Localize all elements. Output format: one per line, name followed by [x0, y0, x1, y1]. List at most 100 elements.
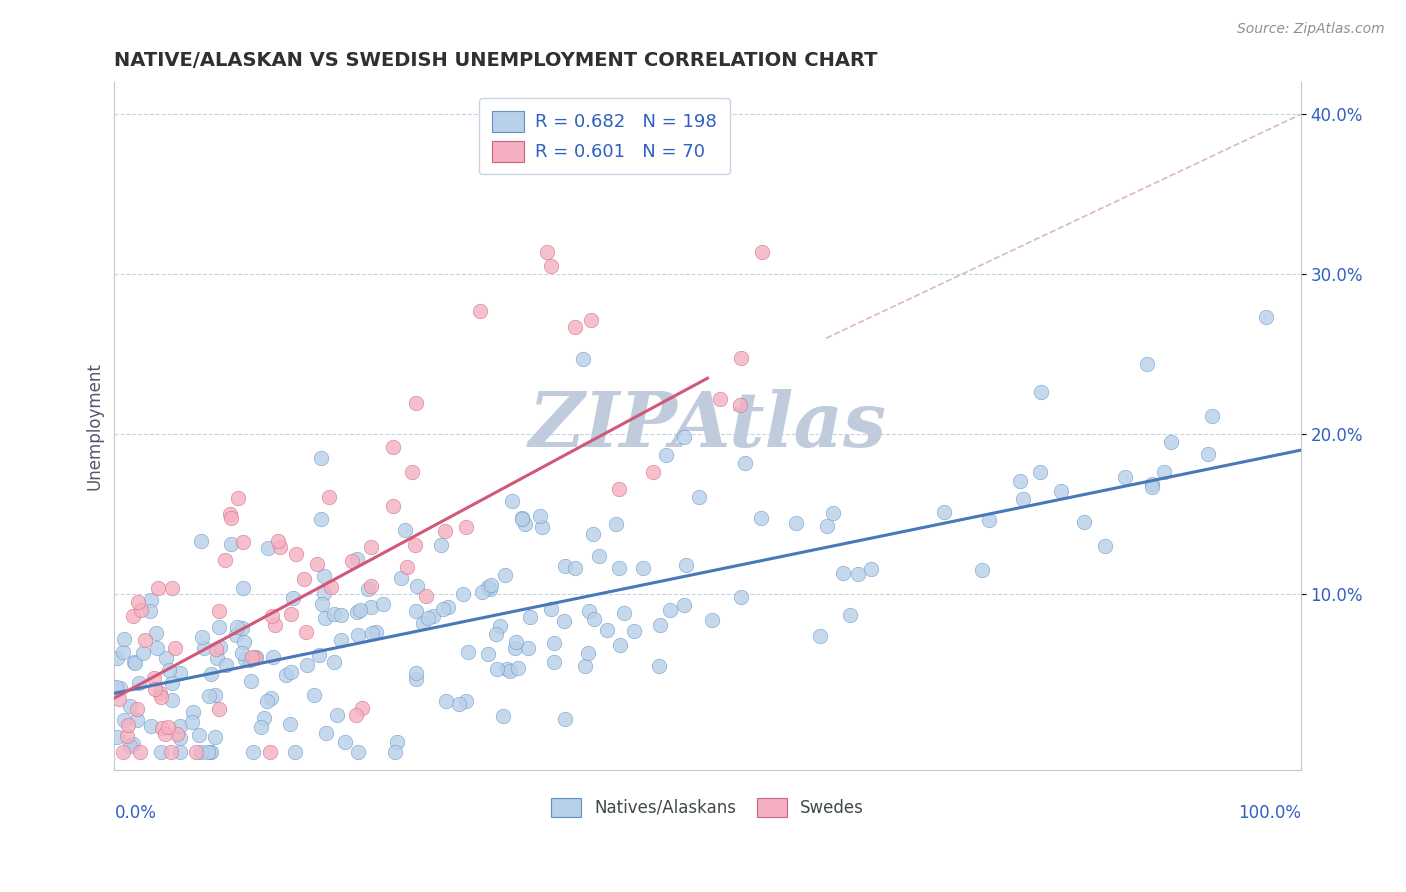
Point [564, 561, 586, 575]
Point [415, 589, 437, 603]
Point [479, 582, 502, 596]
Point [231, 622, 253, 636]
Point [529, 508, 551, 523]
Point [389, 571, 412, 585]
Point [588, 549, 610, 563]
Point [360, 540, 382, 554]
Point [839, 607, 862, 622]
Point [489, 619, 512, 633]
Point [553, 614, 575, 628]
Point [1031, 384, 1053, 399]
Point [280, 607, 302, 622]
Point [260, 608, 283, 623]
Point [437, 599, 460, 614]
Text: Source: ZipAtlas.com: Source: ZipAtlas.com [1237, 22, 1385, 37]
Point [1201, 409, 1223, 423]
Text: 100.0%: 100.0% [1237, 805, 1301, 822]
Point [422, 609, 444, 624]
Point [344, 708, 367, 723]
Point [267, 533, 290, 548]
Point [405, 604, 427, 618]
Point [574, 659, 596, 673]
Point [456, 693, 478, 707]
Point [197, 689, 219, 703]
Point [148, 581, 170, 595]
Point [385, 735, 408, 749]
Point [186, 746, 208, 760]
Point [219, 511, 242, 525]
Point [512, 510, 534, 524]
Point [673, 599, 696, 613]
Point [1029, 465, 1052, 479]
Point [122, 655, 145, 669]
Point [510, 512, 533, 526]
Point [655, 448, 678, 462]
Point [190, 534, 212, 549]
Point [831, 566, 853, 580]
Point [188, 728, 211, 742]
Point [319, 580, 342, 594]
Point [149, 686, 172, 700]
Point [503, 640, 526, 655]
Point [846, 566, 869, 581]
Point [226, 620, 249, 634]
Point [401, 465, 423, 479]
Point [394, 523, 416, 537]
Point [111, 644, 134, 658]
Point [412, 616, 434, 631]
Point [200, 667, 222, 681]
Point [169, 746, 191, 760]
Point [245, 649, 267, 664]
Point [180, 714, 202, 729]
Text: ZIPAtlas: ZIPAtlas [529, 389, 887, 463]
Point [260, 691, 283, 706]
Point [373, 597, 395, 611]
Point [515, 516, 537, 531]
Point [494, 568, 516, 582]
Point [609, 638, 631, 652]
Point [658, 603, 681, 617]
Point [134, 632, 156, 647]
Point [139, 604, 162, 618]
Point [145, 626, 167, 640]
Point [382, 499, 405, 513]
Point [340, 554, 363, 568]
Point [157, 720, 180, 734]
Point [477, 580, 499, 594]
Point [115, 729, 138, 743]
Point [159, 746, 181, 760]
Point [454, 520, 477, 534]
Point [749, 511, 772, 525]
Y-axis label: Unemployment: Unemployment [86, 362, 103, 490]
Point [1140, 480, 1163, 494]
Point [239, 653, 262, 667]
Point [198, 746, 221, 760]
Point [105, 731, 128, 745]
Point [576, 646, 599, 660]
Point [208, 619, 231, 633]
Point [204, 688, 226, 702]
Point [329, 633, 352, 648]
Point [215, 658, 238, 673]
Point [360, 600, 382, 615]
Point [582, 527, 605, 541]
Point [143, 671, 166, 685]
Point [516, 641, 538, 656]
Point [125, 713, 148, 727]
Point [1008, 474, 1031, 488]
Point [346, 605, 368, 619]
Point [1050, 484, 1073, 499]
Point [536, 245, 558, 260]
Point [292, 572, 315, 586]
Point [315, 726, 337, 740]
Point [429, 538, 451, 552]
Point [108, 681, 131, 695]
Point [314, 586, 336, 600]
Point [264, 618, 287, 632]
Point [125, 702, 148, 716]
Point [269, 540, 291, 554]
Point [278, 717, 301, 731]
Point [675, 558, 697, 573]
Point [239, 673, 262, 688]
Point [226, 491, 249, 505]
